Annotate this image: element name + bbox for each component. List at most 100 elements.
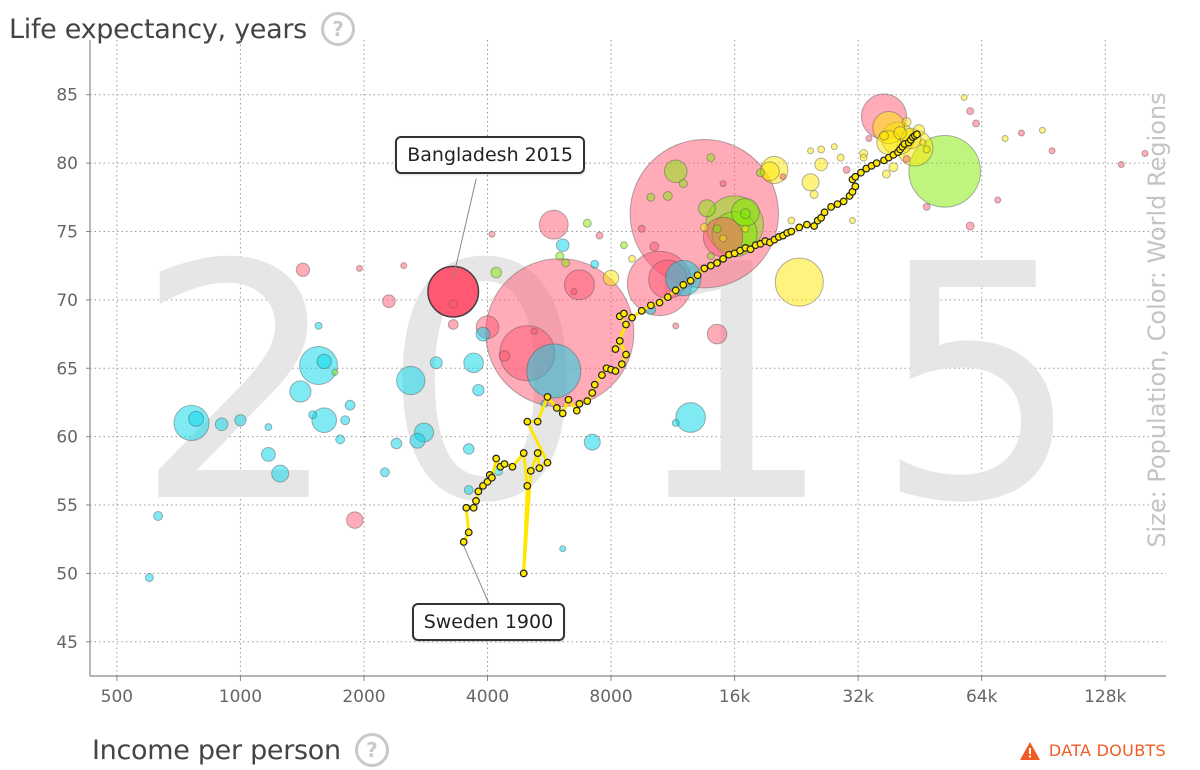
- bubble: [382, 294, 396, 309]
- bubble: [331, 368, 339, 376]
- bubble: [582, 218, 592, 228]
- bubble: [355, 264, 363, 272]
- bubble: [672, 322, 680, 330]
- bubble: [663, 159, 688, 184]
- bubble: [563, 269, 595, 301]
- bubble: [966, 107, 975, 116]
- trail-point: [810, 222, 819, 230]
- callout-sweden[interactable]: Sweden 1900: [411, 602, 566, 641]
- trail-point: [679, 280, 688, 289]
- bubble: [271, 464, 290, 483]
- bubble: [448, 299, 458, 309]
- trail-point: [500, 460, 509, 468]
- trail-point: [700, 264, 709, 273]
- trail-point: [620, 309, 628, 318]
- trail-point: [820, 208, 829, 217]
- data-doubts-label: DATA DOUBTS: [1048, 741, 1166, 760]
- x-tick-label: 8000: [589, 687, 632, 707]
- trail-point: [526, 466, 535, 475]
- bubble: [559, 545, 567, 553]
- bubble: [264, 423, 273, 432]
- axes: 500 1000 2000 4000 8000 16k 32k 64k 128k 45 50 55 60…: [56, 40, 1166, 707]
- trail-point: [533, 449, 542, 457]
- trail-point: [543, 458, 552, 467]
- bubble: [619, 241, 628, 250]
- y-tick-label: 70: [56, 291, 78, 311]
- bubble: [316, 353, 332, 370]
- bubble: [214, 417, 229, 432]
- bubble: [972, 119, 980, 128]
- trail-point: [617, 360, 626, 369]
- bubble: [335, 434, 346, 445]
- size-color-note[interactable]: Size: Population, Color: World Regions: [1143, 92, 1171, 548]
- bubble: [859, 153, 868, 162]
- x-tick-label: 4000: [466, 687, 509, 707]
- bubble: [490, 266, 503, 279]
- trail-point: [795, 223, 804, 232]
- bubble: [1117, 160, 1125, 168]
- bubble: [922, 145, 931, 154]
- callout-bangladesh[interactable]: Bangladesh 2015: [395, 135, 586, 174]
- bubble: [965, 221, 975, 231]
- trail-point: [588, 388, 597, 397]
- trail-point: [598, 371, 606, 379]
- bubble: [830, 143, 838, 151]
- trail-point: [713, 259, 721, 267]
- bubble: [555, 251, 565, 261]
- x-axis-title[interactable]: Income per person ?: [92, 733, 389, 767]
- y-axis-title[interactable]: Life expectancy, years ?: [9, 12, 355, 46]
- leader-line: [452, 178, 477, 278]
- trail-point: [622, 320, 630, 329]
- bubble: [719, 234, 728, 243]
- bubble: [1141, 150, 1149, 158]
- trail-point: [488, 473, 496, 482]
- trail-point: [535, 464, 544, 473]
- y-tick-label: 65: [56, 359, 78, 379]
- bubble: [719, 180, 727, 188]
- y-axis-title-text: Life expectancy, years: [9, 13, 307, 45]
- trail-point: [611, 345, 620, 354]
- trail-point: [462, 503, 471, 512]
- bubble: [755, 168, 765, 178]
- bubble: [590, 259, 600, 269]
- help-icon[interactable]: ?: [320, 12, 355, 46]
- bubble: [774, 257, 824, 307]
- trail-point: [519, 569, 528, 578]
- bubble: [463, 485, 474, 495]
- bubble: [390, 437, 403, 450]
- bubble: [919, 139, 927, 147]
- trail-point: [469, 503, 478, 512]
- bubble: [960, 93, 968, 101]
- trail-point: [628, 313, 636, 322]
- y-tick-label: 75: [56, 222, 78, 242]
- x-tick-label: 500: [101, 687, 133, 707]
- bubble: [697, 199, 716, 218]
- bubble: [740, 208, 751, 220]
- bubble: [712, 224, 722, 234]
- bubble: [526, 343, 582, 399]
- bubble: [260, 446, 276, 462]
- trail-point: [492, 454, 501, 463]
- data-doubts-link[interactable]: DATA DOUBTS: [1019, 741, 1166, 760]
- bubble: [881, 169, 891, 179]
- bubble: [498, 350, 511, 362]
- trail-point: [851, 172, 860, 181]
- bubble: [994, 196, 1002, 204]
- bubble: [678, 179, 688, 189]
- y-tick-label: 55: [56, 496, 78, 516]
- trail-point: [719, 254, 727, 263]
- bubble: [429, 356, 443, 370]
- bubble: [628, 254, 637, 263]
- help-icon[interactable]: ?: [354, 733, 389, 767]
- trail-point: [543, 393, 552, 401]
- bubble: [344, 399, 356, 411]
- trail-point: [857, 168, 865, 177]
- bubble: [472, 383, 485, 397]
- trail-point: [851, 182, 860, 191]
- x-tick-label: 2000: [342, 687, 385, 707]
- x-axis-title-text: Income per person: [92, 734, 341, 766]
- trail-point: [519, 449, 528, 457]
- trail-point: [913, 130, 921, 139]
- bubble: [879, 130, 889, 141]
